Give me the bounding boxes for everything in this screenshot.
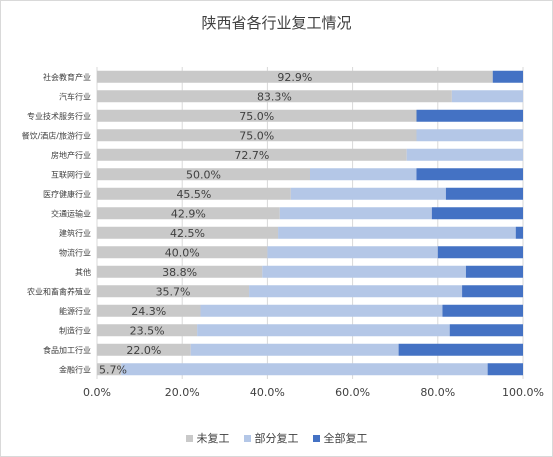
legend-label-not-resumed: 未复工 (196, 432, 230, 445)
data-label: 23.5% (130, 324, 165, 337)
data-label: 42.5% (170, 227, 205, 240)
bar-segment-not-resumed (97, 109, 417, 122)
data-label: 45.5% (176, 188, 211, 201)
bar-segment-partial (200, 304, 443, 317)
bar-segment-not-resumed (97, 226, 279, 239)
legend-item-partial: 部分复工 (243, 430, 299, 446)
x-tick-label: 80.0% (420, 386, 455, 399)
legend-label-partial: 部分复工 (254, 432, 299, 445)
y-tick-label: 医疗健康行业 (43, 189, 91, 199)
bar-segment-full (492, 70, 523, 83)
data-label: 5.7% (99, 363, 127, 376)
y-tick-label: 互联网行业 (51, 169, 91, 179)
bar-segment-partial (249, 285, 463, 298)
bar-segment-not-resumed (97, 90, 452, 103)
bar-segment-full (398, 343, 523, 356)
bar-segment-not-resumed (97, 129, 417, 142)
legend-label-full: 全部复工 (323, 432, 368, 445)
bar-segment-not-resumed (97, 363, 122, 376)
data-label: 38.8% (162, 266, 197, 279)
bar-segment-partial (310, 168, 417, 181)
data-label: 50.0% (186, 168, 221, 181)
bar-segment-not-resumed (97, 207, 280, 220)
bar-segment-not-resumed (97, 343, 191, 356)
y-tick-label: 餐饮/酒店/旅游行业 (22, 130, 91, 140)
bar-segment-not-resumed (97, 187, 291, 200)
bar-segment-full (416, 109, 523, 122)
y-tick-label: 社会教育产业 (43, 72, 91, 82)
bar-segment-not-resumed (97, 148, 407, 161)
bar-segment-full (515, 226, 523, 239)
bar-segment-not-resumed (97, 324, 198, 337)
y-tick-label: 能源行业 (59, 306, 91, 316)
bar-segment-not-resumed (97, 285, 250, 298)
x-tick-label: 0.0% (83, 386, 111, 399)
bar-segment-partial (278, 226, 516, 239)
legend-swatch-full (312, 434, 320, 442)
bar-segment-full (442, 304, 523, 317)
bar-segment-not-resumed (97, 304, 201, 317)
y-tick-label: 交通运输业 (51, 208, 91, 218)
x-tick-label: 40.0% (250, 386, 285, 399)
y-tick-label: 房地产行业 (51, 150, 91, 160)
data-label: 92.9% (277, 71, 312, 84)
bar-segment-full (465, 265, 523, 278)
data-label: 42.9% (171, 207, 206, 220)
bar-segment-partial (406, 148, 523, 161)
bar-segment-partial (290, 187, 446, 200)
bar-segment-full (431, 207, 523, 220)
bar-segment-full (445, 187, 523, 200)
bar-segment-not-resumed (97, 168, 310, 181)
data-label: 75.0% (239, 110, 274, 123)
y-tick-label: 制造行业 (59, 325, 91, 335)
bar-segment-full (416, 168, 523, 181)
legend-swatch-partial (243, 434, 251, 442)
y-tick-label: 农业和畜禽养殖业 (27, 286, 91, 296)
bar-segment-partial (267, 246, 438, 259)
legend-item-full: 全部复工 (312, 430, 368, 446)
data-label: 24.3% (131, 305, 166, 318)
bar-segment-full (437, 246, 523, 259)
y-tick-label: 建筑行业 (59, 228, 91, 238)
data-label: 75.0% (239, 129, 274, 142)
bar-segment-full (449, 324, 523, 337)
bar-segment-partial (416, 129, 523, 142)
y-tick-label: 汽车行业 (59, 91, 91, 101)
y-tick-label: 金融行业 (59, 364, 91, 374)
x-tick-label: 60.0% (335, 386, 370, 399)
bar-segment-partial (262, 265, 466, 278)
data-label: 35.7% (156, 285, 191, 298)
legend-swatch-not-resumed (185, 434, 193, 442)
chart-title: 陕西省各行业复工情况 (201, 14, 352, 32)
data-label: 40.0% (165, 246, 200, 259)
y-tick-label: 物流行业 (59, 247, 91, 257)
data-label: 72.7% (234, 149, 269, 162)
data-label: 22.0% (126, 344, 161, 357)
x-tick-label: 100.0% (502, 386, 544, 399)
legend-item-not-resumed: 未复工 (185, 430, 230, 446)
bar-segment-full (487, 363, 523, 376)
y-tick-label: 食品加工行业 (43, 345, 91, 355)
x-tick-label: 20.0% (165, 386, 200, 399)
bar-segment-partial (279, 207, 432, 220)
bar-segment-partial (121, 363, 488, 376)
bar-segment-partial (451, 90, 523, 103)
bar-segment-full (462, 285, 523, 298)
bar-segment-partial (197, 324, 450, 337)
bar-segment-not-resumed (97, 265, 263, 278)
y-tick-label: 专业技术服务行业 (27, 111, 91, 121)
bar-segment-partial (190, 343, 399, 356)
y-tick-label: 其他 (75, 267, 91, 277)
bar-segment-not-resumed (97, 246, 268, 259)
data-label: 83.3% (257, 90, 292, 103)
bar-segment-not-resumed (97, 70, 493, 83)
legend: 未复工 部分复工 全部复工 (1, 430, 552, 446)
